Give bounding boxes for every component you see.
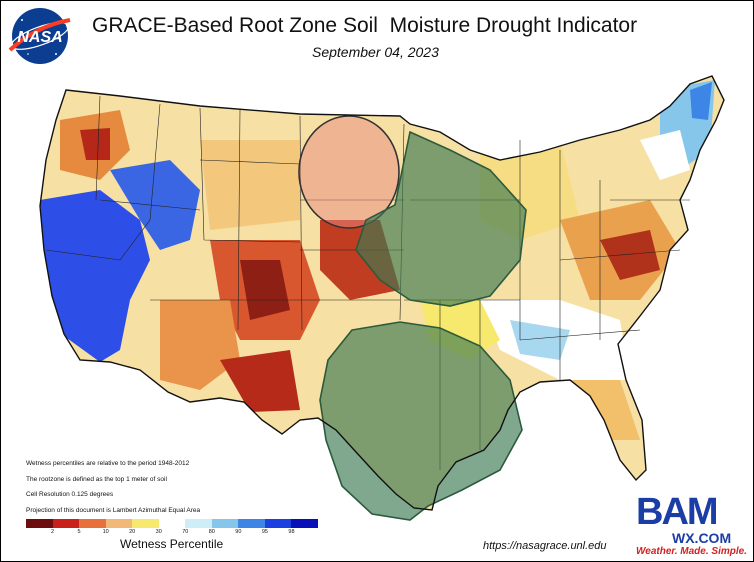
nasa-logo-text: NASA [17,29,62,46]
bamwx-logo: BAM WX.COM Weather. Made. Simple. [632,492,754,560]
legend-tick: 90 [235,529,242,535]
legend-swatch [238,519,265,528]
date-label: September 04, 2023 [312,44,439,60]
legend-swatch [158,519,186,528]
note-line: Projection of this document is Lambert A… [26,506,201,514]
note-line: Cell Resolution 0.125 degrees [26,491,114,498]
notes: Wetness percentiles are relative to the … [26,456,200,518]
legend-swatch [291,519,319,528]
note-line: Wetness percentiles are relative to the … [26,460,190,467]
texas-green-region [319,321,523,521]
legend-swatch [185,519,212,528]
red-ellipse [298,115,400,229]
legend-swatch [26,519,53,528]
legend-colorbar [26,519,319,528]
legend-tick: 95 [261,529,268,535]
legend-tick: 30 [155,529,162,535]
legend-tick: 20 [129,529,136,535]
legend-label: Wetness Percentile [120,537,224,551]
legend-swatch [79,519,106,528]
page-title: GRACE-Based Root Zone Soil Moisture Drou… [92,14,638,37]
brand-wx: WX.COM [672,530,732,546]
nasa-logo: NASA [8,8,71,64]
legend-tick: 10 [102,529,109,535]
legend-tick: 70 [182,529,189,535]
source-url[interactable]: https://nasagrace.unl.edu [483,540,607,552]
brand-big: BAM [636,491,719,533]
legend-swatch [52,519,80,528]
legend-tick: 80 [208,529,215,535]
legend: 2 5 10 20 30 70 80 90 95 98 Wetness Percentile [26,519,319,551]
legend-swatch [264,519,292,528]
legend-tick: 98 [288,529,295,535]
brand-tagline: Weather. Made. Simple. [636,546,747,557]
midwest-green-region [355,130,527,307]
legend-swatch [211,519,239,528]
legend-tick: 5 [77,529,81,535]
legend-swatch [105,519,133,528]
legend-ticks: 2 5 10 20 30 70 80 90 95 98 [26,528,318,538]
note-line: The rootzone is defined as the top 1 met… [26,475,167,483]
legend-tick: 2 [51,529,55,535]
legend-swatch [132,519,159,528]
